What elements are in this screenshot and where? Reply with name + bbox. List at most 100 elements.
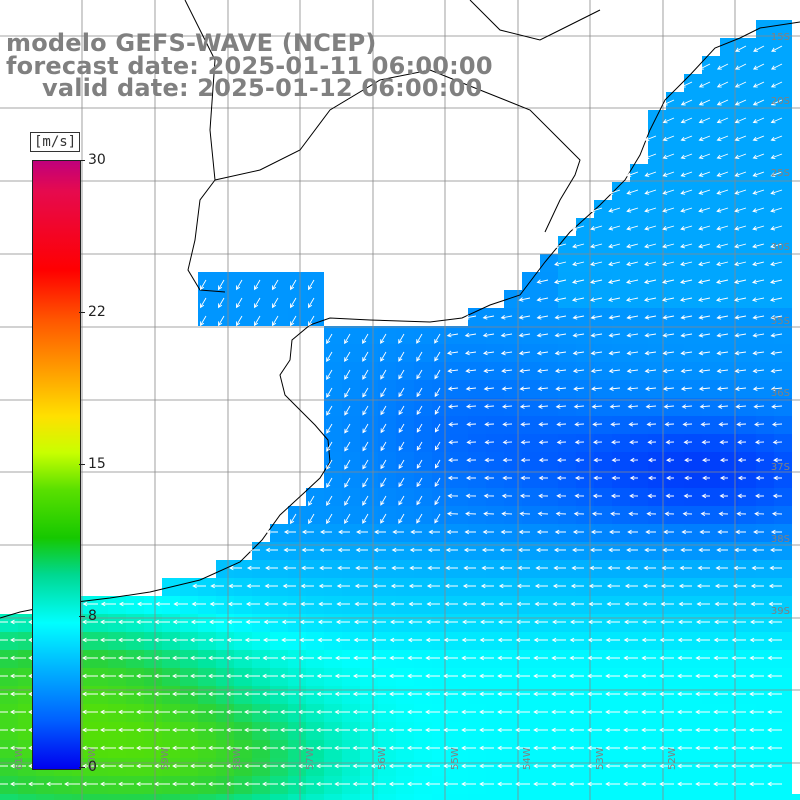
- wind-cell: [666, 614, 684, 632]
- wind-cell: [684, 344, 702, 362]
- wind-cell: [162, 650, 180, 668]
- wind-arrow: [696, 583, 710, 589]
- wind-cell: [558, 794, 576, 800]
- wind-cell: [414, 398, 432, 416]
- wind-arrow: [716, 332, 729, 338]
- wind-arrow: [280, 691, 296, 697]
- wind-arrow: [416, 351, 423, 362]
- wind-arrow: [611, 475, 620, 481]
- wind-arrow: [569, 691, 584, 697]
- wind-cell: [630, 164, 648, 182]
- wind-arrow: [591, 511, 603, 517]
- wind-arrow: [483, 511, 495, 517]
- wind-cell: [684, 632, 702, 650]
- wind-arrow: [280, 745, 296, 751]
- wind-cell: [450, 434, 468, 452]
- wind-arrow: [587, 691, 602, 697]
- wind-arrow: [334, 745, 350, 751]
- wind-arrow: [677, 691, 692, 697]
- wind-arrow: [605, 673, 620, 679]
- wind-cell: [702, 524, 720, 542]
- wind-cell: [594, 200, 612, 218]
- wind-cell: [720, 146, 738, 164]
- wind-cell: [576, 794, 594, 800]
- wind-cell: [576, 524, 594, 542]
- wind-cell: [468, 776, 486, 794]
- wind-arrow: [554, 332, 567, 338]
- wind-cell: [558, 704, 576, 722]
- wind-arrow: [280, 727, 296, 733]
- wind-cell: [540, 776, 558, 794]
- wind-cell: [432, 524, 450, 542]
- wind-cell: [234, 650, 252, 668]
- wind-arrow: [497, 709, 512, 715]
- wind-arrow: [317, 619, 332, 625]
- wind-cell: [306, 560, 324, 578]
- wind-cell: [576, 704, 594, 722]
- wind-cell: [468, 434, 486, 452]
- wind-arrow: [716, 350, 729, 356]
- wind-arrow: [244, 709, 260, 715]
- wind-arrow: [326, 351, 333, 362]
- wind-arrow: [326, 405, 333, 416]
- wind-cell: [576, 686, 594, 704]
- wind-cell: [720, 632, 738, 650]
- wind-cell: [468, 542, 486, 560]
- wind-cell: [252, 650, 270, 668]
- wind-arrow: [665, 493, 675, 499]
- wind-arrow: [318, 583, 332, 589]
- wind-arrow: [0, 621, 8, 623]
- wind-cell: [486, 326, 504, 344]
- wind-cell: [540, 524, 558, 542]
- wind-cell: [522, 560, 540, 578]
- wind-arrow: [626, 243, 639, 249]
- wind-arrow: [680, 547, 692, 553]
- wind-cell: [342, 668, 360, 686]
- wind-cell: [738, 290, 756, 308]
- wind-cell: [288, 578, 306, 596]
- wind-cell: [594, 290, 612, 308]
- wind-arrow: [409, 547, 422, 553]
- wind-cell: [342, 722, 360, 740]
- wind-arrow: [82, 763, 98, 769]
- wind-cell: [0, 740, 18, 758]
- wind-cell: [342, 578, 360, 596]
- wind-arrow: [362, 369, 369, 380]
- wind-arrow: [680, 117, 693, 124]
- wind-arrow: [770, 243, 783, 249]
- wind-cell: [522, 578, 540, 596]
- wind-cell: [702, 488, 720, 506]
- wind-arrow: [416, 387, 423, 398]
- wind-arrow: [0, 783, 8, 785]
- wind-cell: [378, 668, 396, 686]
- wind-arrow: [666, 475, 674, 481]
- wind-cell: [666, 200, 684, 218]
- wind-cell: [432, 794, 450, 800]
- wind-arrow: [118, 781, 134, 787]
- wind-arrow: [590, 207, 603, 213]
- wind-arrow: [326, 495, 333, 507]
- wind-arrow: [626, 332, 639, 338]
- wind-cell: [468, 650, 486, 668]
- wind-cell: [504, 452, 522, 470]
- wind-arrow: [752, 243, 765, 249]
- wind-arrow: [644, 225, 657, 231]
- wind-cell: [540, 596, 558, 614]
- wind-cell: [90, 650, 108, 668]
- wind-cell: [0, 614, 18, 632]
- wind-cell: [504, 506, 522, 524]
- wind-arrow: [551, 673, 566, 679]
- wind-arrow: [695, 781, 710, 787]
- wind-cell: [774, 290, 792, 308]
- wind-arrow: [448, 439, 459, 445]
- wind-cell: [558, 776, 576, 794]
- wind-arrow: [590, 243, 603, 249]
- wind-arrow: [575, 457, 585, 463]
- wind-arrow: [371, 637, 386, 643]
- wind-arrow: [335, 637, 350, 643]
- wind-cell: [738, 506, 756, 524]
- wind-arrow: [517, 565, 530, 571]
- wind-arrow: [461, 691, 476, 697]
- wind-cell: [396, 650, 414, 668]
- wind-cell: [504, 326, 522, 344]
